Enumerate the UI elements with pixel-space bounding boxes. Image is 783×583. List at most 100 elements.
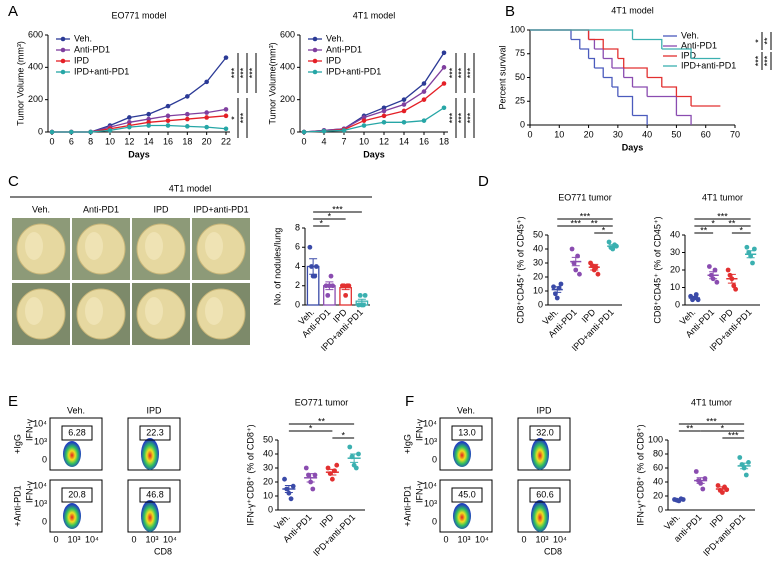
legend-label: Anti-PD1 [74, 44, 110, 54]
point [146, 116, 151, 122]
y-tick-label: 10 [533, 285, 543, 295]
x-tick-label: 40 [642, 129, 652, 139]
x-tick-label: 14 [399, 136, 409, 146]
gate-value: 6.28 [68, 427, 86, 437]
data-point [312, 273, 318, 279]
data-point [558, 281, 564, 287]
survival-step [530, 29, 572, 40]
x-tick-label: 16 [163, 136, 173, 146]
point [223, 55, 229, 60]
point [421, 81, 427, 86]
y-tick-label: 0 [520, 119, 525, 129]
flow-x-tick: 10³ [145, 534, 158, 544]
significance: *** [762, 55, 772, 66]
y-tick-label: 40 [653, 476, 663, 486]
data-point [743, 472, 749, 478]
y-axis-label: Percent survival [497, 45, 507, 109]
significance: * [753, 39, 763, 43]
y-tick-label: 200 [280, 94, 295, 104]
point [401, 120, 407, 125]
point [421, 89, 427, 94]
point [146, 111, 151, 117]
y-axis-label: IFN-γ⁺CD8⁺ (% of CD8⁺) [245, 424, 255, 525]
x-tick-label: 18 [182, 136, 192, 146]
x-tick-label: IPD [318, 512, 336, 530]
survival-step [661, 48, 692, 59]
y-tick-label: 30 [263, 462, 273, 472]
y-tick-label: 0 [658, 504, 663, 514]
data-point [310, 486, 316, 492]
point [185, 94, 190, 99]
lung-lobe [205, 297, 223, 325]
flow-x-tick: 10³ [457, 534, 470, 544]
significance: *** [456, 67, 466, 78]
x-tick-label: 60 [701, 129, 711, 139]
data-point [739, 462, 745, 467]
significance: *** [717, 211, 728, 221]
flow-y-tick: 10⁴ [423, 480, 437, 490]
x-tick-label: 20 [584, 129, 594, 139]
x-tick-label: 50 [671, 129, 681, 139]
significance: *** [728, 430, 739, 440]
point [321, 128, 327, 134]
significance: *** [465, 67, 475, 78]
point [381, 113, 387, 119]
y-tick-label: 25 [515, 96, 525, 106]
y-tick-label: 20 [670, 264, 680, 274]
data-point [571, 260, 577, 266]
survival-step [530, 29, 590, 40]
data-point [725, 267, 731, 273]
survival-step [623, 67, 648, 78]
y-tick-label: 10 [263, 490, 273, 500]
data-point [329, 476, 335, 482]
legend-marker [312, 36, 318, 42]
panel-letter: C [8, 173, 19, 190]
chart-title: 4T1 model [353, 10, 396, 20]
point [165, 113, 171, 119]
lung-lobe [25, 297, 43, 325]
y-tick-label: 400 [28, 62, 43, 72]
point [401, 108, 407, 114]
x-tick-label: 14 [144, 136, 154, 146]
x-tick-label: 0 [49, 136, 54, 146]
chart-title: 4T1 model [611, 5, 654, 15]
survival-step [661, 86, 678, 97]
survival-step [612, 67, 625, 78]
data-point [332, 468, 337, 474]
panel-letter: F [405, 393, 414, 410]
point [69, 129, 74, 135]
density [141, 438, 159, 470]
panel-letter: A [8, 3, 18, 20]
flow-x-tick: 0 [521, 534, 526, 544]
gate [139, 487, 171, 503]
survival-step [588, 38, 604, 49]
gate [529, 425, 561, 441]
y-axis-label: No. of nodules/lung [272, 228, 282, 306]
point [204, 124, 209, 130]
significance: ** [686, 423, 694, 433]
y-tick-label: 20 [653, 490, 663, 500]
y-tick-label: 100 [648, 434, 663, 444]
x-axis-label: Days [622, 142, 644, 152]
data-point [309, 264, 314, 269]
significance: * [309, 423, 313, 433]
gate [529, 487, 561, 503]
y-tick-label: 6 [295, 242, 300, 252]
legend-label: IPD [74, 55, 90, 65]
significance: *** [247, 67, 257, 78]
significance: *** [238, 112, 248, 123]
flow-column: IPD [146, 405, 162, 415]
point [441, 50, 447, 56]
significance: *** [456, 112, 466, 123]
legend-label: IPD [326, 55, 342, 65]
point [421, 118, 427, 123]
chart-title: EO771 model [111, 10, 166, 20]
chart-title: EO771 tumor [558, 192, 612, 202]
data-point [554, 295, 560, 301]
y-tick-label: 0 [538, 299, 543, 309]
flow-column: Veh. [457, 405, 475, 415]
data-point [695, 297, 701, 303]
data-point [346, 283, 352, 289]
point [361, 123, 367, 128]
